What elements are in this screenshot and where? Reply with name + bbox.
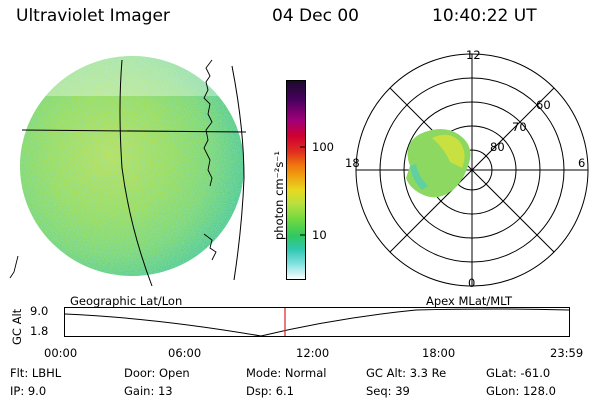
timeline-left-title: Geographic Lat/Lon (70, 294, 183, 308)
colorbar-tick-100: 100 (312, 140, 334, 154)
timeline-xtick-1800: 18:00 (422, 346, 456, 360)
mlt-label-0: 0 (468, 276, 476, 290)
app-title: Ultraviolet Imager (16, 6, 170, 26)
info-dsp: Dsp: 6.1 (246, 384, 294, 398)
observation-date: 04 Dec 00 (272, 6, 359, 26)
coastline (9, 255, 19, 279)
timeline-xtick-1200: 12:00 (296, 346, 330, 360)
info-gain: Gain: 13 (124, 384, 173, 398)
coastline (203, 233, 217, 261)
info-seq: Seq: 39 (366, 384, 410, 398)
info-door: Door: Open (124, 366, 190, 380)
info-mode: Mode: Normal (246, 366, 327, 380)
altitude-curve (64, 308, 570, 337)
colorbar-unit-label: photon cm⁻²s⁻¹ (272, 151, 286, 240)
info-ip: IP: 9.0 (10, 384, 47, 398)
timeline-ytick-9: 9.0 (30, 304, 49, 318)
lat-label-80: 80 (490, 140, 505, 154)
uv-image-panel (9, 56, 247, 287)
longitude-line (231, 65, 245, 281)
timeline-xtick-2359: 23:59 (550, 346, 584, 360)
info-gc-alt: GC Alt: 3.3 Re (366, 366, 447, 380)
latitude-line (21, 129, 247, 133)
colorbar-tick-10: 10 (312, 228, 327, 242)
observation-time: 10:40:22 UT (432, 6, 537, 26)
color-scale-bar (286, 80, 306, 280)
coastline (203, 59, 213, 187)
lat-label-70: 70 (512, 120, 527, 134)
info-flt: Flt: LBHL (10, 366, 62, 380)
timeline-xtick-0600: 06:00 (168, 346, 202, 360)
lat-label-60: 60 (536, 98, 551, 112)
info-glat: GLat: -61.0 (486, 366, 551, 380)
longitude-line (119, 59, 153, 287)
info-glon: GLon: 128.0 (486, 384, 556, 398)
timeline-ytick-1-8: 1.8 (30, 324, 49, 338)
timeline-right-title: Apex MLat/MLT (426, 294, 513, 308)
timeline-xtick-0000: 00:00 (44, 346, 78, 360)
mlt-label-6: 6 (578, 156, 586, 170)
mlt-label-12: 12 (466, 48, 481, 62)
timeline-axis-label: GC Alt (10, 308, 24, 345)
polar-plot (355, 53, 589, 287)
altitude-timeline-plot[interactable] (56, 306, 576, 340)
mlt-label-18: 18 (345, 156, 360, 170)
